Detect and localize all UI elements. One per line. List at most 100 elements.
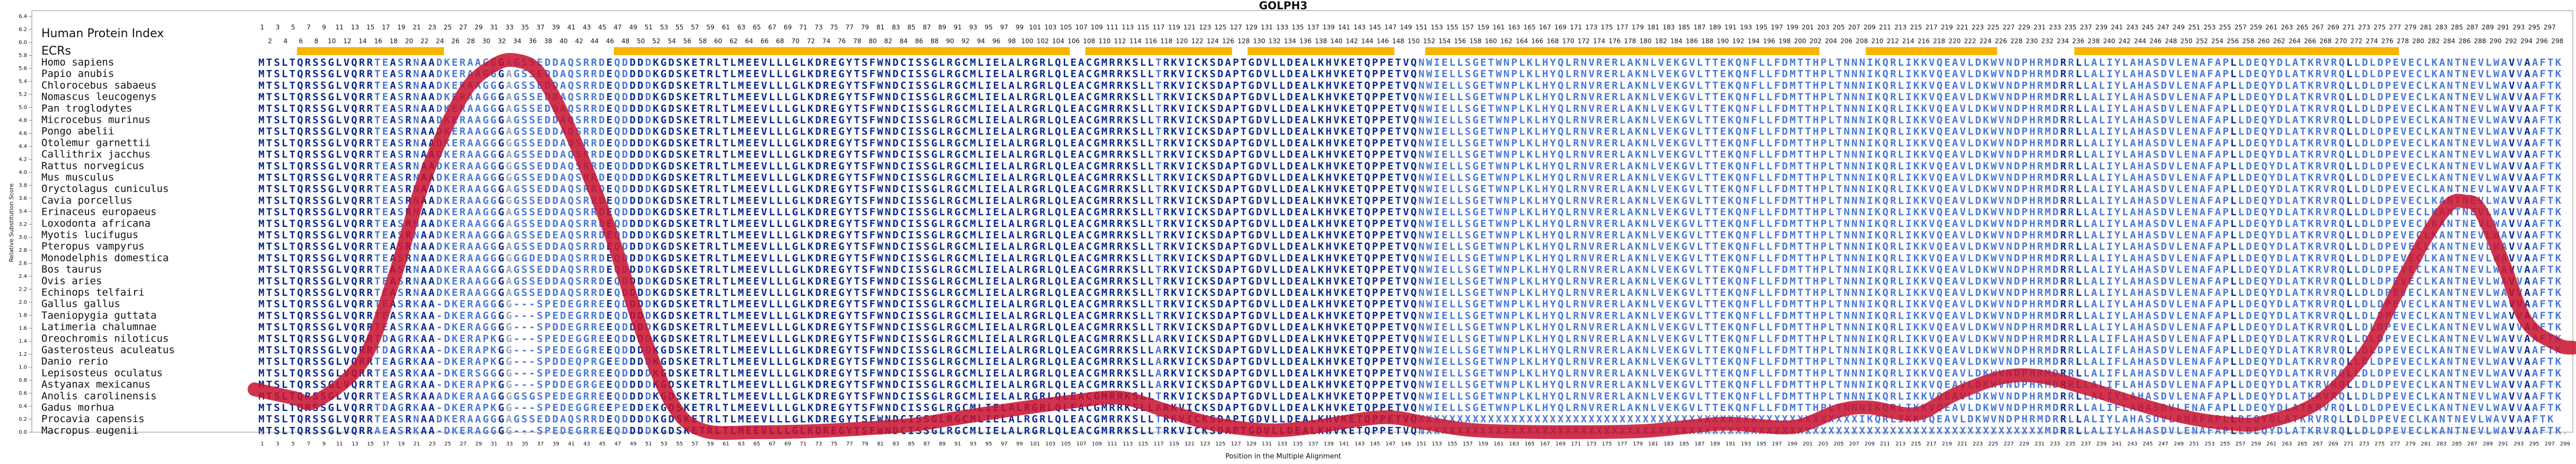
human-index-number: 84 [900,38,908,45]
x-tick-label: 149 [1401,441,1411,447]
residue-run: TE [374,102,388,114]
residue-run: T [1155,287,1161,299]
residue-run: GSSEDDAQSRRD [514,80,605,91]
human-index-number: 173 [1585,24,1598,31]
human-index-number: 35 [521,24,529,31]
residue-run: AFTK [2532,310,2562,321]
residue-run: L [2230,206,2236,218]
residue-run: MTSLTQRSSGLVQRR [258,321,373,333]
residue-run: DD [629,425,643,436]
x-tick-label: 7 [307,441,310,447]
residue-run: L [2075,229,2081,241]
x-tick-label: 135 [1293,441,1303,447]
residue-run: A [390,91,396,103]
residue-run: DKERAAGG [436,183,497,195]
residue-run: G [498,275,504,287]
residue-run: LDEQYDLATKRVRQ [2238,57,2345,68]
residue-run: LDLDPEVECLKANTNEVLWA [2354,183,2508,195]
residue-run: T [1155,310,1161,321]
human-index-number: 239 [2096,24,2108,31]
human-index-number: 160 [1485,38,1497,45]
human-index-number: 6 [299,38,303,45]
residue-run: RKVICKSDAPTGDVLLDEALKHVKETQPPETVQ [1163,148,1417,160]
residue-run: R [2060,160,2066,172]
residue-run: V [2509,310,2514,321]
residue-run: D [645,217,651,229]
human-index-number: 73 [814,24,822,31]
residue-run: R [2060,425,2066,436]
ecr-bar [1085,47,1232,55]
residue-run: A [2524,425,2530,436]
residue-run: AFTK [2532,57,2562,68]
score-curve [248,52,2576,440]
residue-run: V [2517,402,2522,414]
x-tick-label: 91 [954,441,961,447]
human-index-number: 292 [2505,38,2517,45]
human-index-number: 280 [2412,38,2424,45]
residue-run: RKVICKSDAPTGDVLLDEALKHVKETQPPETVQ [1163,275,1417,287]
human-index-number: 8 [314,38,319,45]
human-index-number: 157 [1462,24,1474,31]
residue-run: R [405,402,411,414]
human-index-number: 226 [1995,38,2007,45]
human-index-number: 76 [838,38,846,45]
residue-run: R [405,332,411,344]
residue-run: T [1155,275,1161,287]
x-tick-label: 5 [292,441,295,447]
residue-run: A [390,229,396,241]
sequence: MTSLTQRSSGLVQRR TE A S R K AA -DKERAGG G G ---SPED… [258,310,2561,321]
human-index-number: 29 [475,24,483,31]
residue-run: NWIELLSGETWNPLKLHYQLRNVRERLAKNLVEKGVLTTE… [1418,206,2058,218]
species-name: Pan troglodytes [41,102,133,114]
residue-run: QD [614,68,628,80]
x-tick-label: 271 [2344,441,2354,447]
human-index-number: 15 [366,24,374,31]
residue-run: TE [374,91,388,103]
residue-run: A [2524,264,2530,275]
residue-run: T [1155,102,1161,114]
x-tick-label: 11 [336,441,343,447]
human-index-number: 81 [877,24,884,31]
residue-run: AFTK [2532,91,2562,103]
human-index-number: 93 [969,24,977,31]
residue-run: L [2346,114,2352,126]
residue-run: D [645,252,651,264]
human-index-number: 240 [2103,38,2115,45]
residue-run: K [413,390,419,402]
human-index-number: 254 [2211,38,2223,45]
species-name: Procavia capensis [41,413,144,425]
residue-run: A [1155,367,1162,379]
x-tick-label: 211 [1880,441,1890,447]
human-index-number: 155 [1446,24,1458,31]
human-index-number: 31 [490,24,498,31]
residue-run: D [645,68,651,80]
residue-run: L [2346,379,2352,390]
residue-run: L [2230,91,2236,103]
x-tick-label: 295 [2529,441,2539,447]
residue-run: R [2068,137,2074,148]
residue-run: NWIELLSGETWNPLKLHYQLRNVRERLAKNLVEKGVLTTE… [1418,298,2058,310]
human-index-number: 238 [2088,38,2100,45]
human-index-number: 289 [2482,24,2494,31]
residue-run: LDLDPEVECLKANTNEVLWA [2354,126,2508,137]
sequence: MTSLTQRSSGLVQRR TE A S R K AA -DKERAGG G G ---SPED… [258,298,2561,310]
residue-run: LALIFLAHASDVLENAFAP [2083,332,2229,344]
residue-run: A [2524,114,2530,126]
species-name: Mus musculus [41,172,114,183]
species-name: Pongo abelii [41,126,114,137]
x-tick-label: 119 [1169,441,1179,447]
x-tick-label: 183 [1663,441,1673,447]
human-index-number: 9 [322,24,326,31]
residue-run: N [413,148,419,160]
x-tick-label: 241 [2112,441,2122,447]
human-index-number: 118 [1160,38,1172,45]
human-index-number: 72 [807,38,815,45]
x-tick-label: 117 [1154,441,1164,447]
chart-title: GOLPH3 [1259,0,1307,12]
human-index-number: 129 [1246,24,1258,31]
residue-run: LDEQYDLATKRVRQ [2238,332,2345,344]
residue-run: R [405,367,411,379]
residue-run: LDEQYDLATKRVRQ [2238,68,2345,80]
x-tick-label: 65 [753,441,760,447]
residue-run: TD [374,402,388,414]
